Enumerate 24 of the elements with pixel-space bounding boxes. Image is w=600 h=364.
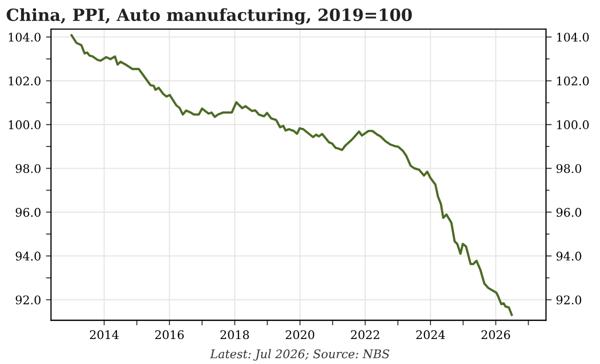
x-tick-label: 2022: [351, 330, 380, 340]
x-tick-label: 2018: [220, 330, 249, 340]
chart-title: China, PPI, Auto manufacturing, 2019=100: [6, 8, 412, 25]
line-series: [70, 34, 513, 316]
y2-tick-label: 100.0: [557, 120, 589, 130]
x-tick-label: 2026: [482, 330, 510, 340]
y-tick-label: 98.0: [16, 164, 40, 174]
y-tick-label: 102.0: [8, 76, 40, 86]
y-tick-label: 96.0: [16, 208, 40, 217]
y2-tick-label: 92.0: [556, 295, 582, 304]
y2-tick-label: 96.0: [556, 208, 582, 217]
x-tick-label: 2014: [90, 330, 119, 340]
y2-tick-label: 104.0: [557, 32, 589, 42]
y-tick-label: 104.0: [8, 32, 40, 42]
y-tick-label: 100.0: [8, 120, 40, 130]
y2-tick-label: 98.0: [556, 164, 582, 174]
x-tick-label: 2016: [155, 330, 184, 340]
y2-tick-label: 102.0: [557, 76, 589, 86]
y2-tick-label: 94.0: [556, 252, 582, 261]
text: Latest: Jul 2026; Source: NBS: [210, 349, 390, 361]
y-tick-label: 94.0: [16, 252, 40, 261]
x-tick-label: 2020: [286, 330, 314, 340]
y-tick-label: 92.0: [16, 295, 40, 304]
x-tick-label: 2024: [416, 330, 445, 340]
